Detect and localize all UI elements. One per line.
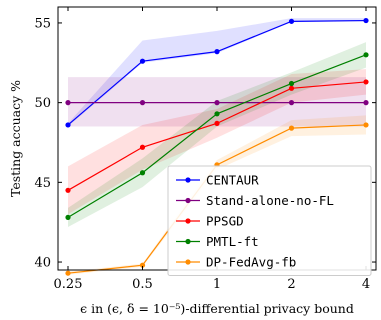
point-pmtl-ft xyxy=(139,170,146,176)
legend-box xyxy=(167,165,372,276)
x-axis-label: ϵ in (ϵ, δ = 10⁻⁵)-differential privacy … xyxy=(80,301,354,316)
point-dp-fedavg-fb xyxy=(288,125,295,131)
point-stand-alone-no-fl xyxy=(65,100,71,106)
point-centaur xyxy=(363,17,369,24)
legend-label-dp-fedavg-fb: DP-FedAvg-fb xyxy=(206,254,296,269)
legend: CENTAUR Stand-alone-no-FL PPSGD PMTL-ft DP-F… xyxy=(167,165,372,276)
point-centaur xyxy=(139,58,146,64)
point-stand-alone-no-fl xyxy=(214,100,220,106)
point-stand-alone-no-fl xyxy=(139,100,146,106)
point-dp-fedavg-fb xyxy=(363,122,369,128)
x-axis-ticks: 0.25 0.5 1 2 4 xyxy=(54,7,370,292)
point-centaur xyxy=(65,122,71,128)
point-pmtl-ft xyxy=(65,214,71,220)
x-tick-label: 4 xyxy=(362,277,370,292)
legend-label-centaur: CENTAUR xyxy=(206,172,259,187)
legend-marker-dp-fedavg-fb xyxy=(185,259,191,265)
y-tick-label: 50 xyxy=(34,96,51,111)
legend-label-pmtl-ft: PMTL-ft xyxy=(206,234,259,249)
band-centaur xyxy=(68,18,366,127)
point-pmtl-ft xyxy=(214,111,220,117)
legend-marker-ppsgd xyxy=(185,218,191,224)
x-tick-label: 0.5 xyxy=(132,277,153,292)
point-pmtl-ft xyxy=(363,52,369,58)
y-axis-ticks: 40 45 50 55 xyxy=(34,16,376,271)
y-tick-label: 45 xyxy=(34,176,51,191)
y-tick-label: 55 xyxy=(34,16,51,31)
y-tick-label: 40 xyxy=(34,256,51,271)
y-axis-label: Testing accuacy % xyxy=(8,80,23,197)
point-ppsgd xyxy=(65,187,71,193)
point-ppsgd xyxy=(214,120,220,126)
point-centaur xyxy=(214,49,220,55)
point-pmtl-ft xyxy=(288,80,295,87)
x-tick-label: 2 xyxy=(287,277,295,292)
point-stand-alone-no-fl xyxy=(288,100,295,106)
legend-label-ppsgd: PPSGD xyxy=(206,213,244,228)
point-ppsgd xyxy=(288,85,295,91)
point-centaur xyxy=(288,18,295,24)
point-ppsgd xyxy=(139,144,146,150)
point-dp-fedavg-fb xyxy=(139,262,146,268)
x-tick-label: 1 xyxy=(213,277,221,292)
point-stand-alone-no-fl xyxy=(363,100,369,106)
band-dp-fedavg-fb xyxy=(68,115,366,275)
legend-label-stand-alone-no-fl: Stand-alone-no-FL xyxy=(206,193,334,208)
legend-marker-stand-alone-no-fl xyxy=(185,197,191,204)
point-ppsgd xyxy=(363,79,369,85)
legend-marker-centaur xyxy=(185,177,191,183)
band-ppsgd xyxy=(68,69,366,215)
legend-marker-pmtl-ft xyxy=(185,238,191,245)
x-tick-label: 0.25 xyxy=(54,277,83,292)
point-dp-fedavg-fb xyxy=(65,270,71,276)
